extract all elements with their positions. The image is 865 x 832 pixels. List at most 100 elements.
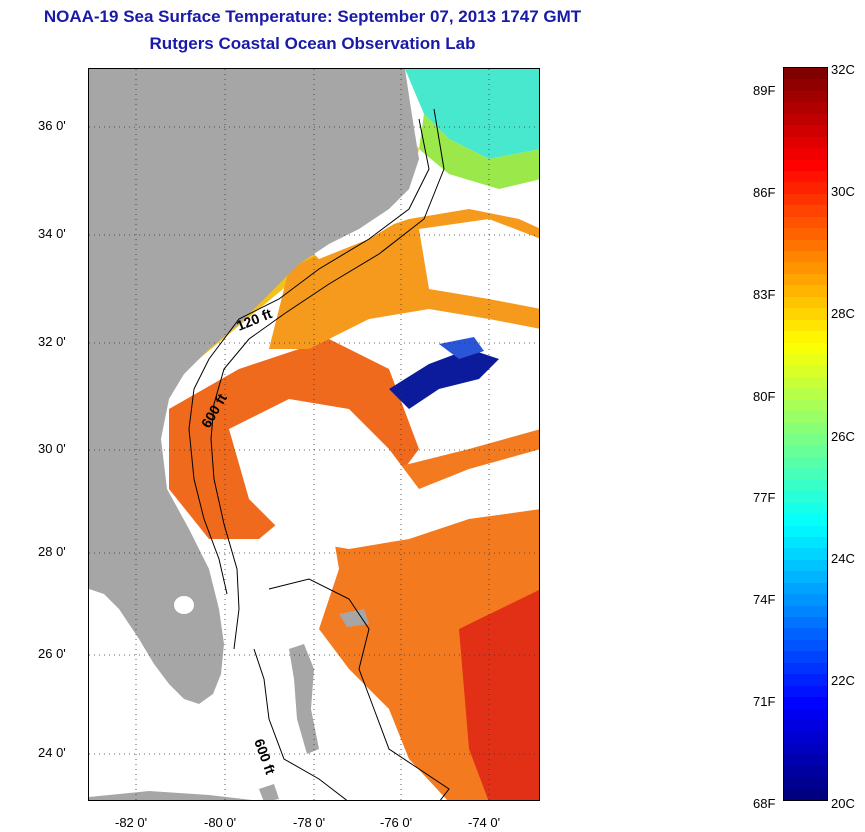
colorbar-band — [784, 113, 827, 126]
cool-water-region — [419, 114, 539, 189]
colorbar-band — [784, 559, 827, 572]
colorbar-fahrenheit-label: 89F — [753, 83, 776, 98]
longitude-label: -74 0' — [468, 815, 501, 830]
colorbar-band — [784, 136, 827, 149]
colorbar-celsius-label: 26C — [831, 429, 855, 444]
colorbar-band — [784, 777, 827, 789]
colorbar-band — [784, 719, 827, 732]
latitude-label: 32 0' — [38, 334, 66, 349]
colorbar-band — [784, 662, 827, 675]
colorbar-band — [784, 571, 827, 583]
colorbar-band — [784, 125, 827, 137]
longitude-label: -82 0' — [115, 815, 148, 830]
cool-water-region — [405, 69, 539, 159]
colorbar-band — [784, 285, 827, 297]
colorbar-band — [784, 422, 827, 434]
bahamas-island — [259, 784, 279, 800]
latitude-label: 36 0' — [38, 118, 66, 133]
colorbar-band — [784, 251, 827, 263]
colorbar-band — [784, 491, 827, 503]
colorbar-fahrenheit-label: 83F — [753, 287, 776, 302]
colorbar-celsius-label: 28C — [831, 306, 855, 321]
colorbar-band — [784, 353, 827, 366]
colorbar-band — [784, 102, 827, 114]
colorbar-celsius-label: 30C — [831, 184, 855, 199]
colorbar-band — [784, 399, 827, 412]
colorbar-band — [784, 79, 827, 91]
land-mass — [89, 791, 252, 800]
longitude-label: -78 0' — [293, 815, 326, 830]
colorbar-band — [784, 216, 827, 229]
contour-bahamas — [268, 578, 450, 800]
contour-120ft — [188, 118, 430, 595]
colorbar-fahrenheit-label: 68F — [753, 796, 776, 811]
contour-600ft — [210, 108, 445, 650]
colorbar-band — [784, 502, 827, 515]
cloud-mask — [419, 219, 539, 309]
cold-water-region — [439, 337, 484, 359]
colorbar-band — [784, 754, 827, 766]
colorbar-band — [784, 319, 827, 332]
bahamas-island — [289, 644, 319, 754]
sst-map-canvas: 120 ft 600 ft 600 ft — [89, 69, 539, 800]
colorbar-band — [784, 182, 827, 194]
colorbar-band — [784, 674, 827, 686]
colorbar-fahrenheit-label: 74F — [753, 592, 776, 607]
colorbar-celsius-label: 22C — [831, 673, 855, 688]
colorbar-band — [784, 605, 827, 617]
map-subtitle: Rutgers Coastal Ocean Observation Lab — [149, 34, 476, 53]
colorbar-band — [784, 228, 827, 240]
colorbar-fahrenheit-label: 86F — [753, 185, 776, 200]
colorbar-band — [784, 617, 827, 629]
latitude-label: 26 0' — [38, 646, 66, 661]
sst-map: 120 ft 600 ft 600 ft — [88, 68, 540, 801]
colorbar-band — [784, 262, 827, 274]
colorbar-band — [784, 205, 827, 217]
colorbar-band — [784, 159, 827, 171]
colorbar-band — [784, 308, 827, 320]
colorbar-band — [784, 388, 827, 400]
colorbar-band — [784, 170, 827, 183]
cold-water-region — [389, 349, 499, 409]
land-mass — [89, 69, 419, 704]
colorbar-band — [784, 331, 827, 343]
colorbar-band — [784, 594, 827, 606]
colorbar-celsius-label: 32C — [831, 62, 855, 77]
colorbar-band — [784, 765, 827, 778]
colorbar-band — [784, 365, 827, 377]
colorbar-band — [784, 582, 827, 595]
colorbar-band — [784, 296, 827, 309]
colorbar-band — [784, 90, 827, 103]
temperature-colorbar — [783, 67, 828, 801]
longitude-label: -80 0' — [204, 815, 237, 830]
contour-bahamas — [253, 648, 348, 800]
latitude-label: 24 0' — [38, 745, 66, 760]
lake-okeechobee — [174, 596, 194, 614]
colorbar-band — [784, 639, 827, 652]
colorbar-band — [784, 628, 827, 640]
latitude-label: 28 0' — [38, 544, 66, 559]
colorbar-band — [784, 697, 827, 709]
colorbar-fahrenheit-label: 71F — [753, 694, 776, 709]
colorbar-band — [784, 708, 827, 720]
colorbar-band — [784, 514, 827, 526]
colorbar-band — [784, 731, 827, 743]
colorbar-band — [784, 434, 827, 446]
colorbar-fahrenheit-label: 80F — [753, 389, 776, 404]
colorbar-band — [784, 445, 827, 457]
colorbar-celsius-label: 24C — [831, 551, 855, 566]
colorbar-band — [784, 411, 827, 423]
cloud-mask — [229, 399, 539, 549]
map-title: NOAA-19 Sea Surface Temperature: Septemb… — [43, 7, 582, 26]
colorbar-band — [784, 342, 827, 354]
colorbar-band — [784, 788, 827, 800]
bahamas-island — [339, 609, 369, 627]
colorbar-band — [784, 193, 827, 206]
colorbar-band — [784, 68, 827, 80]
colorbar-band — [784, 148, 827, 160]
colorbar-band — [784, 456, 827, 469]
colorbar-band — [784, 468, 827, 480]
graticule — [89, 69, 539, 800]
colorbar-celsius-label: 20C — [831, 796, 855, 811]
longitude-label: -76 0' — [380, 815, 413, 830]
